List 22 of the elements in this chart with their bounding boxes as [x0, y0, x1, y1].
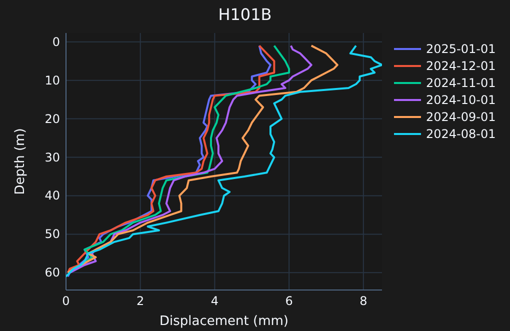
y-tick-label: 60: [44, 266, 60, 280]
y-axis-title: Depth (m): [13, 128, 28, 195]
x-axis-title: Displacement (mm): [160, 314, 288, 329]
y-tick-label: 0: [52, 34, 60, 49]
legend-label: 2024-11-01: [426, 76, 496, 90]
y-tick-label: 10: [44, 73, 60, 88]
y-tick-label: 20: [44, 112, 60, 126]
line-series: [66, 44, 382, 278]
chart-title: H101B: [218, 5, 272, 24]
y-tick-label: 40: [44, 188, 60, 203]
x-tick-label: 8: [360, 294, 368, 308]
legend-label: 2024-08-01: [426, 127, 496, 141]
x-tick-label: 0: [62, 294, 70, 308]
legend-label: 2024-10-01: [426, 93, 496, 107]
legend-label: 2024-09-01: [426, 110, 496, 124]
y-tick-label: 50: [44, 227, 60, 242]
y-tick-label: 30: [44, 150, 60, 164]
legend-label: 2025-01-01: [426, 42, 496, 56]
x-tick-label: 2: [136, 294, 144, 308]
x-tick-label: 4: [210, 294, 219, 308]
legend-label: 2024-12-01: [426, 59, 496, 73]
x-tick-label: 6: [285, 294, 293, 308]
